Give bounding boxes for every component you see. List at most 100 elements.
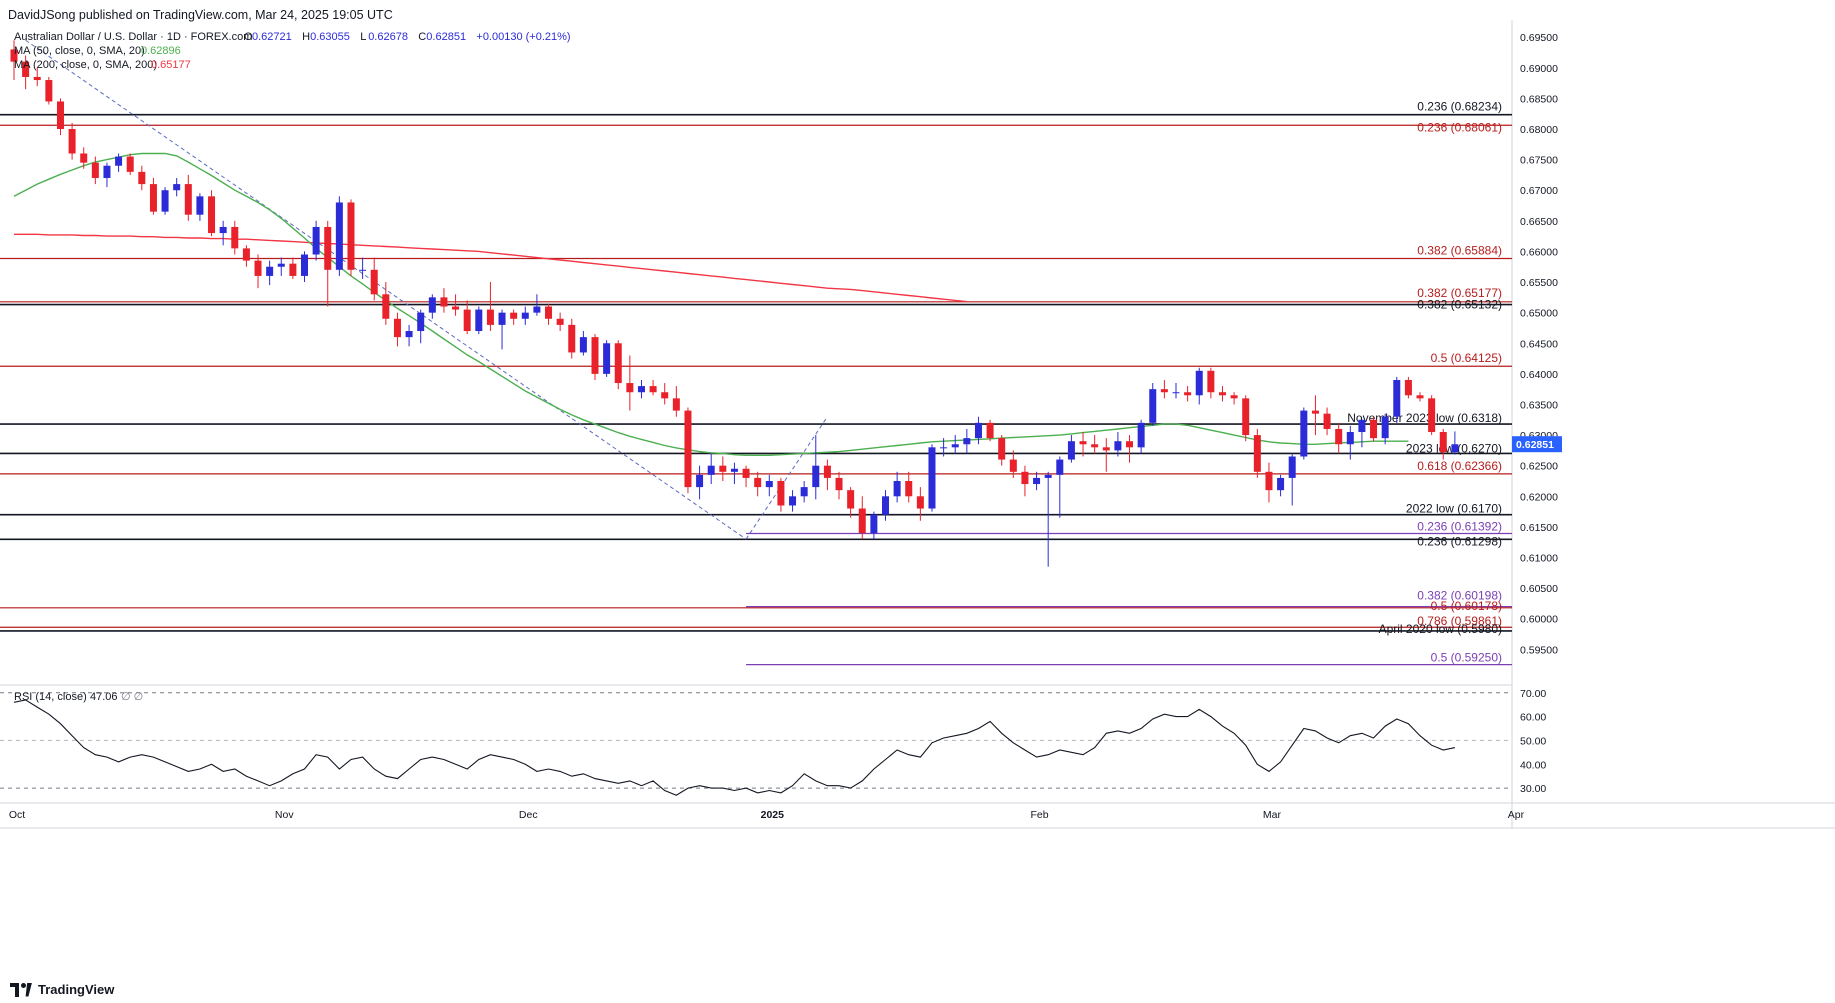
candle-body <box>33 76 41 81</box>
price-tick-label: 0.65000 <box>1520 308 1558 320</box>
price-tick-label: 0.60500 <box>1520 583 1558 595</box>
candle-body <box>1288 456 1296 478</box>
candle-body <box>1242 398 1250 436</box>
ma200-legend-value: 0.65177 <box>151 59 191 71</box>
candle-body <box>1114 441 1122 451</box>
time-tick-label: 2025 <box>761 809 785 821</box>
level-label: 0.236 (0.61392) <box>1417 520 1502 534</box>
time-tick-label: Dec <box>519 809 538 821</box>
candle-body <box>1079 441 1087 445</box>
level-label: 0.236 (0.68234) <box>1417 100 1502 114</box>
candle-body <box>870 514 878 534</box>
ohlc-key: C <box>418 31 426 43</box>
candle-body <box>1160 389 1168 393</box>
candle-body <box>45 80 53 102</box>
candle-body <box>173 184 181 191</box>
candle-body <box>138 171 146 185</box>
candle-body <box>289 263 297 276</box>
candle-body <box>649 386 657 393</box>
level-label: 0.382 (0.65884) <box>1417 244 1502 258</box>
candle-body <box>1300 410 1308 457</box>
candle-body <box>951 444 959 448</box>
candle-body <box>393 318 401 338</box>
candle-body <box>893 480 901 497</box>
candle-body <box>1439 432 1447 453</box>
price-tick-label: 0.68000 <box>1520 124 1558 136</box>
price-tick-label: 0.66000 <box>1520 246 1558 258</box>
candle-body <box>1172 392 1180 394</box>
candle-body <box>56 101 64 130</box>
candle-body <box>1218 392 1226 396</box>
level-label: 0.5 (0.64125) <box>1431 351 1502 365</box>
fib-trend-line <box>25 39 747 540</box>
candle-body <box>219 226 227 234</box>
candle-body <box>1149 389 1157 423</box>
candle-body <box>765 480 773 488</box>
candle-body <box>661 392 669 399</box>
candle-body <box>1428 398 1436 433</box>
price-tick-label: 0.59500 <box>1520 644 1558 656</box>
candle-body <box>1404 379 1412 396</box>
price-tick-label: 0.62000 <box>1520 491 1558 503</box>
price-tick-label: 0.65500 <box>1520 277 1558 289</box>
candle-body <box>823 465 831 478</box>
candle-body <box>963 438 971 445</box>
candle-body <box>974 422 982 439</box>
candle-body <box>80 153 88 163</box>
ohlc-key: L <box>360 31 366 43</box>
candle-body <box>1277 477 1285 491</box>
level-label: 0.236 (0.61298) <box>1417 534 1502 548</box>
candle-body <box>510 312 518 319</box>
candle-body <box>916 496 924 509</box>
level-label: 0.5 (0.59250) <box>1431 651 1502 665</box>
candle-body <box>324 226 332 270</box>
rsi-legend-label: RSI (14, close) <box>14 691 87 703</box>
rsi-tick-label: 70.00 <box>1520 688 1546 700</box>
price-tick-label: 0.67000 <box>1520 185 1558 197</box>
ma50-legend-label: MA (50, close, 0, SMA, 20) <box>14 45 145 57</box>
price-tick-label: 0.62500 <box>1520 461 1558 473</box>
candle-body <box>1091 444 1099 448</box>
ohlc-value: 0.62678 <box>368 31 408 43</box>
candle-body <box>545 306 553 319</box>
candle-body <box>730 468 738 472</box>
rsi-tick-label: 40.00 <box>1520 759 1546 771</box>
candle-body <box>707 465 715 475</box>
candle-body <box>463 309 471 332</box>
candle-body <box>231 226 239 249</box>
candle-body <box>115 156 123 166</box>
candle-body <box>382 294 390 319</box>
candle-body <box>126 156 134 172</box>
candle-body <box>847 490 855 509</box>
price-tick-label: 0.64500 <box>1520 338 1558 350</box>
level-label: 2022 low (0.6170) <box>1406 502 1502 516</box>
candle-body <box>475 309 483 332</box>
candle-body <box>1346 432 1354 445</box>
candle-body <box>254 260 262 276</box>
candle-body <box>1033 477 1041 485</box>
candle-body <box>301 254 308 276</box>
tradingview-brand[interactable]: TradingView <box>10 982 114 997</box>
candle-body <box>614 343 622 384</box>
last-price-tag <box>1512 436 1562 453</box>
candle-body <box>335 202 343 270</box>
price-tick-label: 0.69500 <box>1520 32 1558 44</box>
candle-body <box>882 496 889 515</box>
chart-header: DavidJSong published on TradingView.com,… <box>0 0 1835 28</box>
candle-body <box>1451 444 1459 453</box>
candle-body <box>579 337 587 353</box>
tradingview-logo-icon <box>10 982 32 997</box>
rsi-tick-label: 50.00 <box>1520 735 1546 747</box>
candle-body <box>208 196 216 234</box>
rsi-tick-label: 30.00 <box>1520 783 1546 795</box>
candle-body <box>1195 370 1203 396</box>
time-tick-label: Oct <box>9 809 25 821</box>
candle-body <box>928 447 936 509</box>
candle-body <box>835 477 843 491</box>
candle-body <box>359 269 367 271</box>
candle-body <box>428 297 436 313</box>
candle-body <box>1370 419 1378 439</box>
candle-body <box>603 343 611 374</box>
candle-body <box>1393 379 1401 417</box>
